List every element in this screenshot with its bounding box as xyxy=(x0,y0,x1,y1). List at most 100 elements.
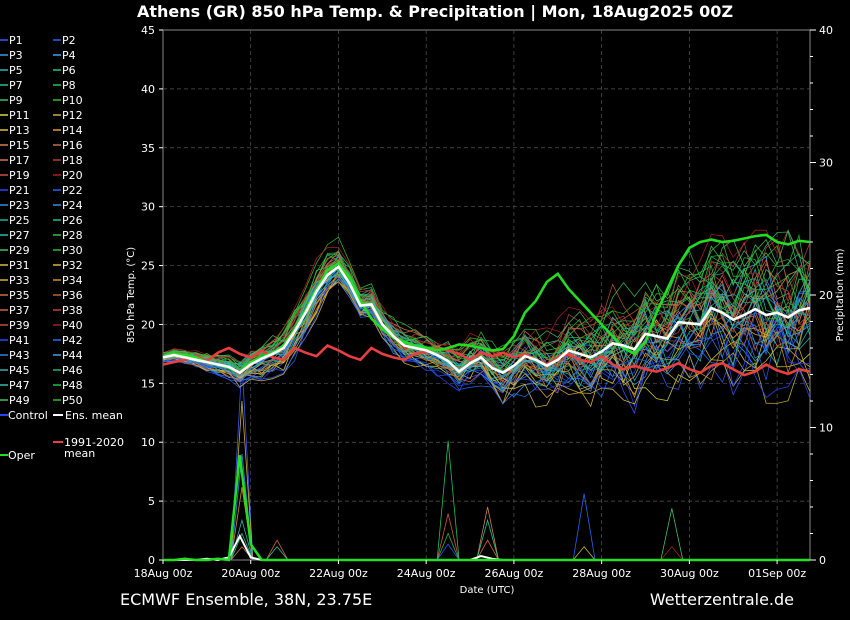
legend-label: P5 xyxy=(9,64,23,77)
legend-label: P7 xyxy=(9,79,23,92)
member-line xyxy=(162,265,811,393)
main-series-lines xyxy=(162,233,811,377)
y-right-tick-label: 0 xyxy=(819,554,826,567)
legend-label: P16 xyxy=(62,139,83,152)
member-precip-spike xyxy=(436,440,460,561)
x-tick-label: 28Aug 00z xyxy=(572,567,631,580)
x-tick-label: 22Aug 00z xyxy=(309,567,368,580)
legend-label: P18 xyxy=(62,154,83,167)
legend-label: P43 xyxy=(9,349,30,362)
legend-label: P41 xyxy=(9,334,30,347)
member-line xyxy=(162,254,811,370)
legend-label: P39 xyxy=(9,319,30,332)
member-precip-spike xyxy=(572,493,596,561)
y-left-tick-label: 25 xyxy=(141,260,155,273)
legend-label: P25 xyxy=(9,214,30,227)
y-right-tick-label: 30 xyxy=(819,157,833,170)
legend-label: P6 xyxy=(62,64,76,77)
y-right-tick-label: 40 xyxy=(819,24,833,37)
member-precip-spike xyxy=(660,508,684,561)
legend-label: P14 xyxy=(62,124,83,137)
legend-label: P37 xyxy=(9,304,30,317)
legend-label: P8 xyxy=(62,79,76,92)
y-right-tick-label: 10 xyxy=(819,422,833,435)
legend-label-climate-2: mean xyxy=(64,447,95,460)
member-precip-spike xyxy=(572,546,596,561)
legend-label: P33 xyxy=(9,274,30,287)
y-left-axis-label: 850 hPa Temp. (°C) xyxy=(126,247,137,343)
ensemble-mean-line xyxy=(162,264,811,375)
legend-label: P17 xyxy=(9,154,30,167)
y-left-tick-label: 10 xyxy=(141,436,155,449)
member-precip-spike xyxy=(476,518,499,561)
legend-label-oper: Oper xyxy=(8,449,35,462)
legend-label: P28 xyxy=(62,229,83,242)
member-precip-spike xyxy=(476,539,499,561)
legend-label: P21 xyxy=(9,184,30,197)
legend-label: P46 xyxy=(62,364,83,377)
y-left-tick-label: 30 xyxy=(141,201,155,214)
x-axis-label: Date (UTC) xyxy=(460,585,515,596)
member-precip-spike xyxy=(230,532,254,561)
member-precip-spike xyxy=(265,539,289,561)
legend-label: P31 xyxy=(9,259,30,272)
legend-label: P2 xyxy=(62,34,76,47)
legend-label: P29 xyxy=(9,244,30,257)
legend-label: P13 xyxy=(9,124,30,137)
x-tick-label: 24Aug 00z xyxy=(397,567,456,580)
climate-mean-line xyxy=(162,344,811,377)
legend-label-control: Control xyxy=(8,409,48,422)
y-right-tick-label: 20 xyxy=(819,289,833,302)
legend-label: P30 xyxy=(62,244,83,257)
member-line xyxy=(162,229,811,367)
legend-label: P24 xyxy=(62,199,83,212)
x-tick-label: 30Aug 00z xyxy=(660,567,719,580)
y-left-tick-label: 5 xyxy=(148,495,155,508)
legend-label-climate: 1991-2020 xyxy=(64,436,124,449)
legend-label: P10 xyxy=(62,94,83,107)
legend-label: P42 xyxy=(62,334,83,347)
legend-label: P48 xyxy=(62,379,83,392)
legend-label: P20 xyxy=(62,169,83,182)
x-tick-label: 01Sep 00z xyxy=(748,567,806,580)
legend-label: P4 xyxy=(62,49,76,62)
legend-label: P19 xyxy=(9,169,30,182)
member-line xyxy=(162,281,811,393)
legend-label: P3 xyxy=(9,49,23,62)
legend-label: P50 xyxy=(62,394,83,407)
member-precip-spike xyxy=(476,506,499,561)
legend-label-mean: Ens. mean xyxy=(65,409,123,422)
y-left-tick-label: 40 xyxy=(141,83,155,96)
x-tick-label: 26Aug 00z xyxy=(485,567,544,580)
member-precip-spike xyxy=(436,513,460,561)
x-tick-label: 18Aug 00z xyxy=(134,567,193,580)
member-line xyxy=(162,270,811,380)
footer-site: Wetterzentrale.de xyxy=(650,590,794,609)
legend-label: P47 xyxy=(9,379,30,392)
y-left-tick-label: 0 xyxy=(148,554,155,567)
legend-label: P38 xyxy=(62,304,83,317)
legend-label: P44 xyxy=(62,349,83,362)
y-left-tick-label: 20 xyxy=(141,318,155,331)
y-left-tick-label: 45 xyxy=(141,24,155,37)
legend-label: P22 xyxy=(62,184,83,197)
legend-label: P27 xyxy=(9,229,30,242)
legend-label: P9 xyxy=(9,94,23,107)
legend-label: P23 xyxy=(9,199,30,212)
precipitation-lines xyxy=(163,362,810,562)
legend-label: P32 xyxy=(62,259,83,272)
legend-label: P36 xyxy=(62,289,83,302)
member-precip-spike xyxy=(436,532,460,561)
legend-label: P15 xyxy=(9,139,30,152)
y-right-axis-label: Precipitation (mm) xyxy=(835,248,846,341)
y-left-tick-label: 15 xyxy=(141,377,155,390)
legend-label: P40 xyxy=(62,319,83,332)
legend-label: P1 xyxy=(9,34,23,47)
legend-label: P26 xyxy=(62,214,83,227)
member-precip-spike xyxy=(436,543,460,561)
y-left-tick-label: 35 xyxy=(141,142,155,155)
legend-label: P35 xyxy=(9,289,30,302)
legend-label: P49 xyxy=(9,394,30,407)
member-precip-spike xyxy=(660,546,684,561)
